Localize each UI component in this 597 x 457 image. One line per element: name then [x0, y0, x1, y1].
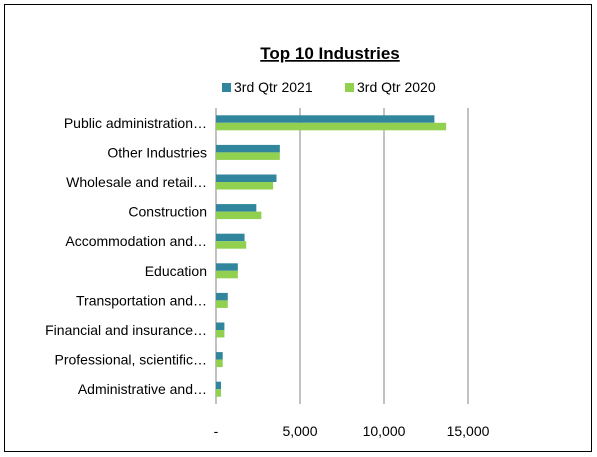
bar-s1-3 [216, 211, 262, 220]
bar-s0-6 [216, 292, 228, 301]
bar-s0-7 [216, 322, 225, 330]
bar-s1-6 [216, 300, 228, 308]
category-label-4: Accommodation and… [65, 233, 207, 249]
category-labels: Public administration… Other Industries Wh… [45, 115, 207, 397]
legend-swatch-1 [345, 83, 354, 92]
category-label-7: Financial and insurance… [45, 322, 207, 338]
chart-grid [215, 108, 469, 404]
category-label-9: Administrative and… [78, 381, 207, 397]
category-label-1: Other Industries [107, 144, 207, 160]
bar-s0-3 [216, 204, 257, 212]
chart-bars [216, 115, 447, 397]
legend-label-1: 3rd Qtr 2020 [357, 79, 436, 95]
x-tick-label-3: 15,000 [447, 423, 490, 439]
bar-s1-2 [216, 182, 274, 190]
bar-s1-9 [216, 389, 222, 397]
x-tick-labels: - 5,000 10,000 15,000 [214, 423, 490, 439]
bar-s1-5 [216, 270, 238, 279]
legend-swatch-0 [222, 83, 231, 92]
category-label-8: Professional, scientific… [54, 352, 207, 368]
bar-s0-0 [216, 115, 435, 123]
bar-s1-1 [216, 152, 280, 160]
bar-s0-9 [216, 381, 222, 390]
x-tick-label-2: 10,000 [363, 423, 406, 439]
category-label-0: Public administration… [64, 115, 207, 131]
x-tick-label-1: 5,000 [282, 423, 317, 439]
bar-s0-8 [216, 352, 223, 360]
bar-s1-4 [216, 241, 247, 249]
x-tick-label-0: - [214, 423, 219, 439]
chart-title: Top 10 Industries [260, 44, 400, 63]
bar-s1-0 [216, 122, 447, 131]
bar-s0-1 [216, 144, 280, 153]
category-label-5: Education [145, 263, 207, 279]
bar-s0-2 [216, 174, 277, 182]
category-label-3: Construction [128, 204, 207, 220]
bar-s1-8 [216, 359, 223, 368]
legend-label-0: 3rd Qtr 2021 [234, 79, 313, 95]
bar-s0-4 [216, 233, 245, 242]
bar-s0-5 [216, 263, 238, 271]
category-label-6: Transportation and… [76, 292, 207, 308]
bar-s1-7 [216, 330, 225, 338]
chart-legend: 3rd Qtr 2021 3rd Qtr 2020 [222, 79, 436, 95]
category-label-2: Wholesale and retail… [66, 174, 207, 190]
chart-frame [4, 4, 592, 452]
